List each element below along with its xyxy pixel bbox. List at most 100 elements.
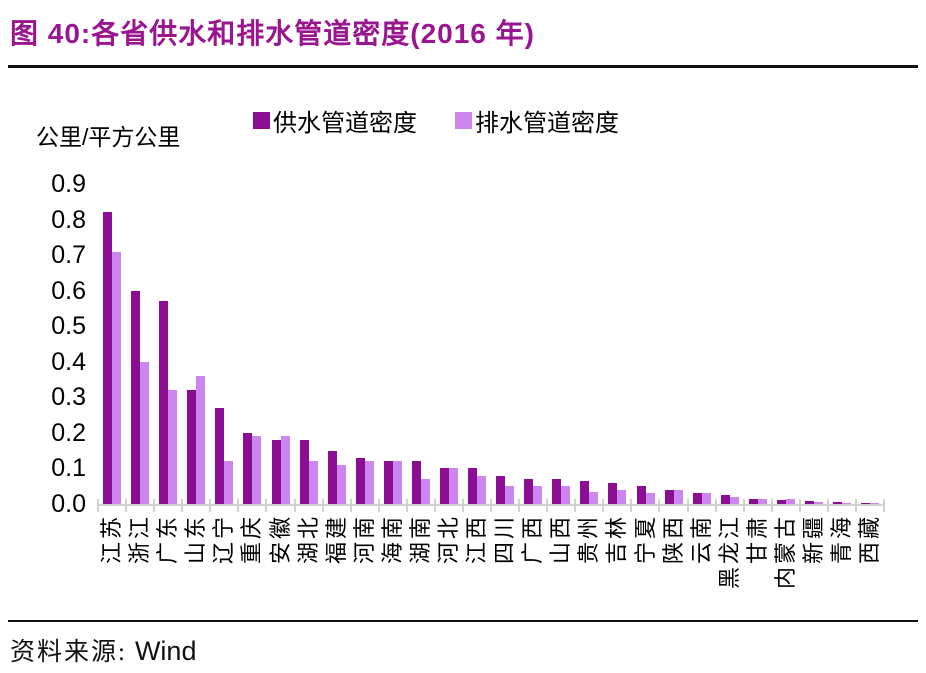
x-axis-tick <box>658 499 660 512</box>
x-tick-label: 新疆 <box>800 514 826 565</box>
y-tick-label: 0.6 <box>51 276 86 305</box>
x-label-cell: 甘肃 <box>744 514 772 564</box>
supply-bar <box>580 481 590 504</box>
drainage-bar <box>336 465 346 504</box>
x-axis-tick <box>125 499 127 512</box>
x-tick-label: 山西 <box>548 514 574 565</box>
supply-bar <box>355 458 365 504</box>
bar-group <box>631 184 659 504</box>
supply-bar <box>608 483 618 504</box>
x-tick-label: 江苏 <box>99 514 125 565</box>
x-label-cell: 湖南 <box>407 514 435 564</box>
x-tick-label: 内蒙古 <box>772 514 798 590</box>
y-tick-label: 0.0 <box>51 490 86 518</box>
drainage-bar <box>842 503 852 504</box>
x-tick-label: 青海 <box>829 514 855 565</box>
x-axis-tick <box>406 499 408 512</box>
x-label-cell: 云南 <box>688 514 716 564</box>
bar-group <box>463 184 491 504</box>
x-tick-label: 海南 <box>379 514 405 565</box>
drainage-bar <box>701 493 711 504</box>
x-label-cell: 陕西 <box>660 514 688 564</box>
x-label-cell: 辽宁 <box>210 514 238 564</box>
source-line: 资料来源: Wind <box>10 632 196 668</box>
supply-bar <box>833 502 843 504</box>
x-label-cell: 湖北 <box>295 514 323 564</box>
bar-group <box>856 184 884 504</box>
drainage-bar <box>112 252 122 504</box>
supply-bar <box>552 479 562 504</box>
x-tick-label: 重庆 <box>239 514 265 565</box>
bar-group <box>519 184 547 504</box>
x-tick-label: 河北 <box>435 514 461 565</box>
supply-bar <box>692 493 702 504</box>
supply-bar <box>299 440 309 504</box>
y-tick-label: 0.2 <box>51 418 86 447</box>
x-tick-label: 安徽 <box>267 514 293 565</box>
x-tick-label: 广西 <box>520 514 546 565</box>
x-axis-tick <box>350 499 352 512</box>
x-axis-tick <box>462 499 464 512</box>
x-tick-label: 湖北 <box>295 514 321 565</box>
y-tick-label: 0.1 <box>51 454 86 483</box>
drainage-bar <box>140 362 150 504</box>
legend-label-drainage: 排水管道密度 <box>475 110 619 137</box>
bar-group <box>744 184 772 504</box>
bar-group <box>323 184 351 504</box>
x-tick-label: 陕西 <box>660 514 686 565</box>
x-axis-tick <box>574 499 576 512</box>
x-axis-tick <box>602 499 604 512</box>
x-axis-tick <box>799 499 801 512</box>
chart-legend: 供水管道密度 排水管道密度 <box>253 103 619 138</box>
x-axis-tick <box>630 499 632 512</box>
x-axis-tick <box>490 499 492 512</box>
x-label-cell: 河北 <box>435 514 463 564</box>
drainage-bar <box>645 493 655 504</box>
bar-group <box>266 184 294 504</box>
supply-bar <box>524 479 534 504</box>
x-axis-tick <box>97 499 99 512</box>
y-tick-label: 0.3 <box>51 383 86 412</box>
bar-group <box>210 184 238 504</box>
drainage-bar <box>757 499 767 504</box>
drainage-series-swatch-icon <box>455 112 472 129</box>
x-tick-label: 吉林 <box>604 514 630 565</box>
drainage-bar <box>870 503 880 504</box>
bar-group <box>716 184 744 504</box>
x-label-cell: 吉林 <box>603 514 631 564</box>
bar-group <box>238 184 266 504</box>
x-label-cell: 青海 <box>828 514 856 564</box>
supply-bar <box>720 495 730 504</box>
x-tick-label: 浙江 <box>127 514 153 565</box>
drainage-bar <box>561 486 571 504</box>
supply-bar <box>804 501 814 504</box>
supply-bar <box>636 486 646 504</box>
x-label-cell: 海南 <box>379 514 407 564</box>
drainage-bar <box>477 476 487 504</box>
x-label-cell: 贵州 <box>575 514 603 564</box>
x-axis-tick <box>153 499 155 512</box>
x-axis-tick <box>687 499 689 512</box>
supply-bar <box>776 500 786 504</box>
supply-bar <box>159 301 169 504</box>
x-label-cell: 宁夏 <box>631 514 659 564</box>
y-tick-label: 0.9 <box>51 170 86 198</box>
x-label-cell: 浙江 <box>126 514 154 564</box>
bar-group <box>351 184 379 504</box>
bar-group <box>295 184 323 504</box>
x-label-cell: 江苏 <box>98 514 126 564</box>
x-label-cell: 安徽 <box>266 514 294 564</box>
y-tick-label: 0.4 <box>51 347 86 376</box>
x-label-cell: 山西 <box>547 514 575 564</box>
supply-bar <box>103 212 113 504</box>
x-label-cell: 广西 <box>519 514 547 564</box>
plot-area <box>97 184 885 512</box>
y-tick-label: 0.7 <box>51 241 86 270</box>
supply-bar <box>187 390 197 504</box>
x-axis-tick <box>743 499 745 512</box>
bar-group <box>126 184 154 504</box>
x-axis-tick <box>855 499 857 512</box>
bar-group <box>660 184 688 504</box>
y-tick-label: 0.8 <box>51 205 86 234</box>
supply-bar <box>215 408 225 504</box>
